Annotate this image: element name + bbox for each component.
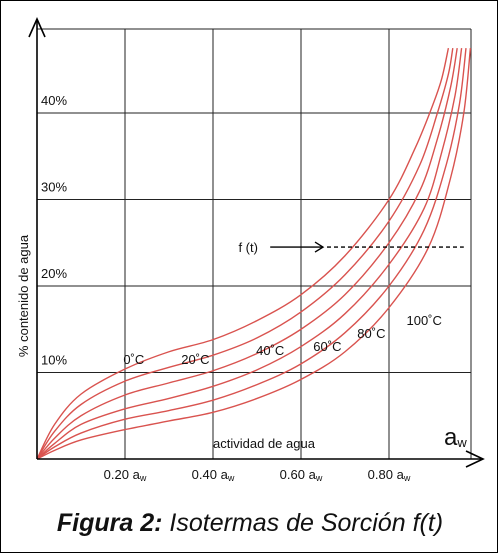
annotation-arrowhead <box>314 241 325 253</box>
series-label: 60˚C <box>313 339 341 354</box>
series-label: 0˚C <box>123 352 144 367</box>
annotation: f (t) <box>238 240 464 255</box>
tick-labels: 10% 20% 30% 40% 0.20 aw 0.40 aw 0.60 aw 0.80 aw <box>41 93 411 483</box>
y-tick-label: 20% <box>41 266 67 281</box>
series-label: 100˚C <box>406 313 441 328</box>
isotherm-curve <box>36 48 454 460</box>
series-label: 40˚C <box>256 343 284 358</box>
figure-caption: Figura 2: Isotermas de Sorción f(t) <box>1 509 499 538</box>
y-tick-label: 40% <box>41 93 67 108</box>
series-labels: % contenido de agua actividad de agua aw 0˚… <box>16 234 467 451</box>
isotherm-curve <box>36 48 467 460</box>
isotherm-curve <box>36 48 472 460</box>
sorption-isotherm-chart: 10% 20% 30% 40% 0.20 aw 0.40 aw 0.60 aw 0.80 aw… <box>16 17 485 483</box>
x-tick-label: 0.60 aw <box>280 467 323 483</box>
axes <box>28 17 485 468</box>
caption-text: Isotermas de Sorción f(t) <box>162 509 444 537</box>
x-tick-label: 0.20 aw <box>104 467 147 483</box>
isotherm-curve <box>36 48 458 460</box>
y-axis-label: % contenido de agua <box>16 234 31 357</box>
annotation-label: f (t) <box>238 240 258 255</box>
isotherm-curves <box>36 47 472 460</box>
series-label: 80˚C <box>357 326 385 341</box>
y-axis-arrow <box>28 17 46 38</box>
y-tick-label: 10% <box>41 353 67 368</box>
isotherm-curve <box>36 47 450 460</box>
x-axis-label: actividad de agua <box>213 436 316 451</box>
x-axis-symbol: aw <box>444 424 467 451</box>
caption-bold: Figura 2: <box>56 509 163 537</box>
x-tick-label: 0.40 aw <box>192 467 235 483</box>
x-tick-label: 0.80 aw <box>368 467 411 483</box>
series-label: 20˚C <box>181 352 209 367</box>
isotherm-curve <box>36 48 463 460</box>
grid-lines <box>37 28 472 459</box>
x-axis-arrow <box>465 450 485 468</box>
y-tick-label: 30% <box>41 180 67 195</box>
